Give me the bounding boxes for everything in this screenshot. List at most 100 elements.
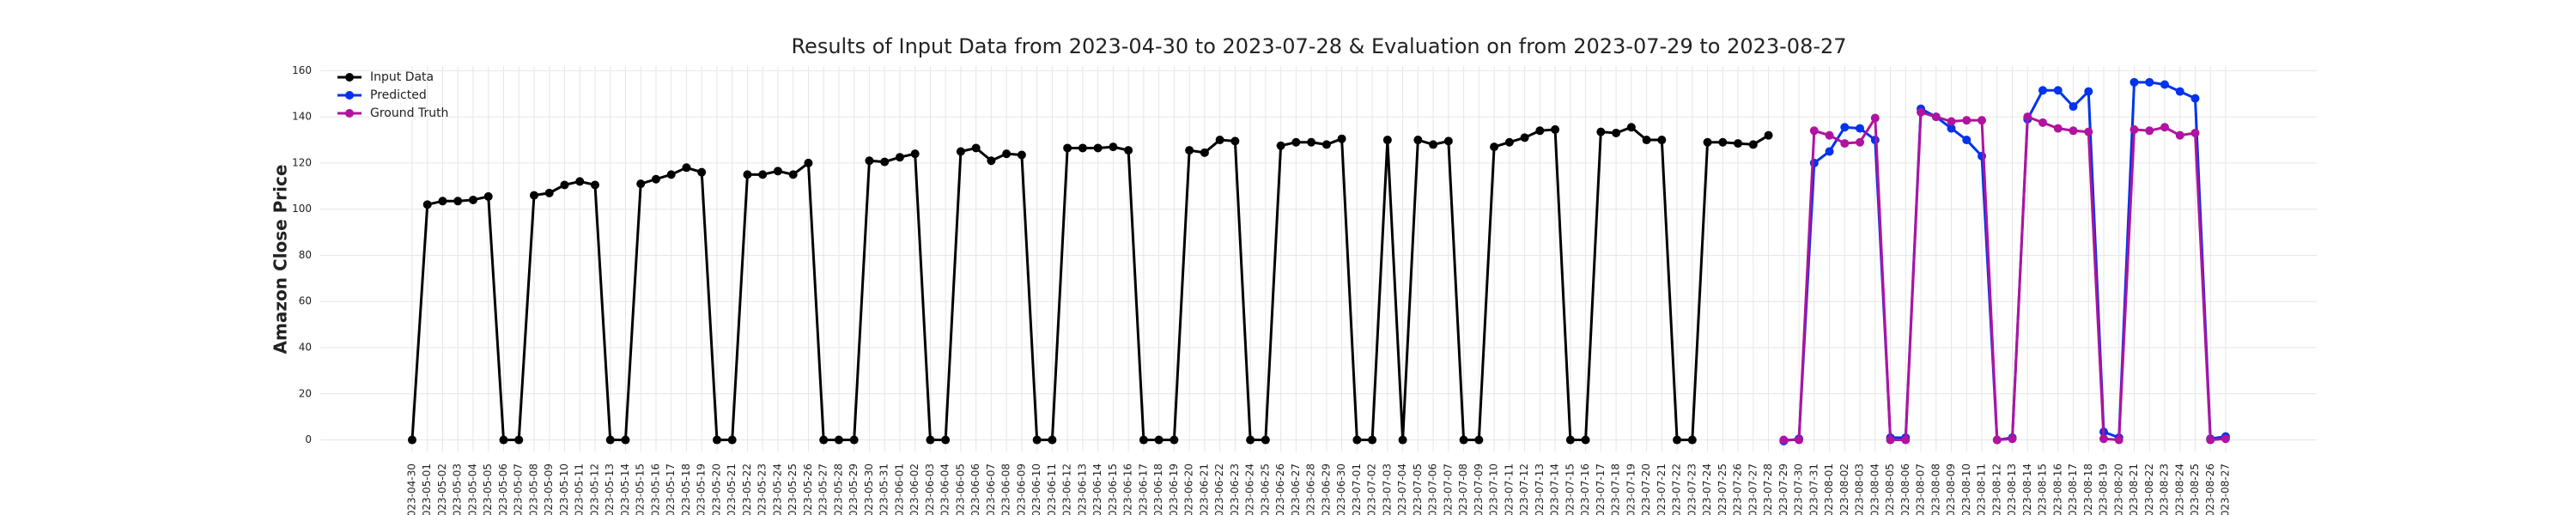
point (1657, 136, 1667, 145)
x-tick-label: 2023-08-05 (1884, 464, 1896, 515)
point (1840, 139, 1850, 148)
y-tick-label: 100 (292, 203, 312, 215)
x-tick-label: 2023-06-23 (1229, 464, 1241, 515)
point (621, 435, 630, 445)
y-tick-label: 20 (299, 387, 312, 399)
chart-title: Results of Input Data from 2023-04-30 to… (791, 34, 1846, 58)
x-tick-label: 2023-06-18 (1152, 464, 1164, 515)
point (1962, 136, 1971, 145)
y-tick-label: 60 (299, 295, 312, 307)
x-tick-label: 2023-06-02 (908, 464, 920, 515)
point (1535, 126, 1545, 136)
x-tick-label: 2023-05-26 (802, 464, 814, 515)
point (2038, 118, 2048, 127)
x-tick-label: 2023-06-26 (1274, 464, 1286, 515)
x-tick-label: 2023-06-03 (924, 464, 936, 515)
x-tick-label: 2023-07-19 (1625, 464, 1637, 515)
x-tick-label: 2023-05-24 (771, 464, 783, 515)
x-tick-label: 2023-07-05 (1412, 464, 1424, 515)
point (1185, 146, 1194, 155)
series-line (1783, 110, 2227, 442)
point (849, 435, 859, 445)
point (834, 435, 843, 445)
x-tick-label: 2023-06-28 (1305, 464, 1317, 515)
point (743, 170, 752, 179)
x-tick-label: 2023-08-04 (1868, 464, 1880, 515)
x-tick-label: 2023-07-23 (1686, 464, 1698, 515)
x-tick-label: 2023-07-15 (1564, 464, 1576, 515)
point (1032, 435, 1042, 445)
x-tick-label: 2023-08-17 (2067, 464, 2079, 515)
point (514, 435, 524, 445)
x-tick-label: 2023-08-15 (2037, 464, 2049, 515)
point (880, 157, 890, 167)
point (2190, 128, 2200, 137)
x-tick-label: 2023-05-18 (680, 464, 692, 515)
x-tick-label: 2023-08-22 (2143, 464, 2155, 515)
point (499, 435, 508, 445)
x-tick-label: 2023-05-15 (635, 464, 647, 515)
point (422, 200, 432, 209)
legend-label: Input Data (370, 70, 434, 84)
point (1382, 136, 1392, 145)
point (1261, 435, 1270, 445)
point (1230, 136, 1240, 146)
x-tick-label: 2023-05-04 (466, 464, 478, 515)
point (560, 180, 569, 190)
point (1703, 137, 1712, 147)
point (1901, 435, 1911, 445)
point (1139, 435, 1148, 445)
x-tick-label: 2023-07-08 (1457, 464, 1469, 515)
x-tick-label: 2023-07-09 (1473, 464, 1485, 515)
x-tick-label: 2023-07-10 (1488, 464, 1500, 515)
point (1443, 136, 1453, 146)
legend-label: Ground Truth (370, 106, 448, 120)
point (2099, 434, 2109, 444)
point (1870, 113, 1880, 123)
x-tick-label: 2023-06-25 (1259, 464, 1271, 515)
x-tick-label: 2023-04-30 (406, 464, 418, 515)
point (2175, 87, 2184, 96)
point (1748, 140, 1758, 149)
point (408, 435, 416, 445)
point (2175, 130, 2184, 140)
point (1962, 116, 1971, 125)
point (1291, 137, 1301, 147)
point (2038, 86, 2048, 95)
y-tick-label: 0 (305, 433, 312, 445)
x-tick-label: 2023-08-21 (2128, 464, 2140, 515)
point (773, 167, 782, 176)
x-tick-label: 2023-08-02 (1838, 464, 1850, 515)
point (788, 170, 798, 179)
y-tick-label: 160 (292, 64, 312, 76)
point (590, 180, 599, 190)
x-tick-label: 2023-06-22 (1213, 464, 1225, 515)
point (1551, 124, 1560, 134)
x-tick-label: 2023-08-24 (2173, 464, 2185, 515)
x-tick-label: 2023-06-14 (1091, 464, 1103, 515)
x-tick-label: 2023-07-11 (1503, 464, 1515, 515)
point (1124, 146, 1133, 155)
point (1459, 435, 1468, 445)
point (987, 156, 996, 166)
x-tick-label: 2023-07-26 (1732, 464, 1744, 515)
x-tick-label: 2023-07-04 (1396, 464, 1408, 515)
point (1398, 435, 1407, 445)
x-tick-label: 2023-08-14 (2021, 464, 2033, 515)
x-tick-label: 2023-07-13 (1534, 464, 1546, 515)
x-tick-label: 2023-06-11 (1046, 464, 1058, 515)
point (2084, 127, 2093, 136)
point (727, 435, 737, 445)
x-tick-label: 2023-06-19 (1168, 464, 1180, 515)
x-tick-label: 2023-08-19 (2098, 464, 2110, 515)
x-tick-label: 2023-06-15 (1107, 464, 1119, 515)
point (529, 191, 538, 200)
point (2069, 102, 2078, 112)
legend-marker (345, 109, 354, 118)
point (1947, 117, 1956, 126)
point (1307, 137, 1316, 147)
point (1109, 142, 1118, 152)
point (1474, 435, 1484, 445)
x-tick-label: 2023-07-14 (1549, 464, 1561, 515)
series-line (1783, 81, 2227, 443)
